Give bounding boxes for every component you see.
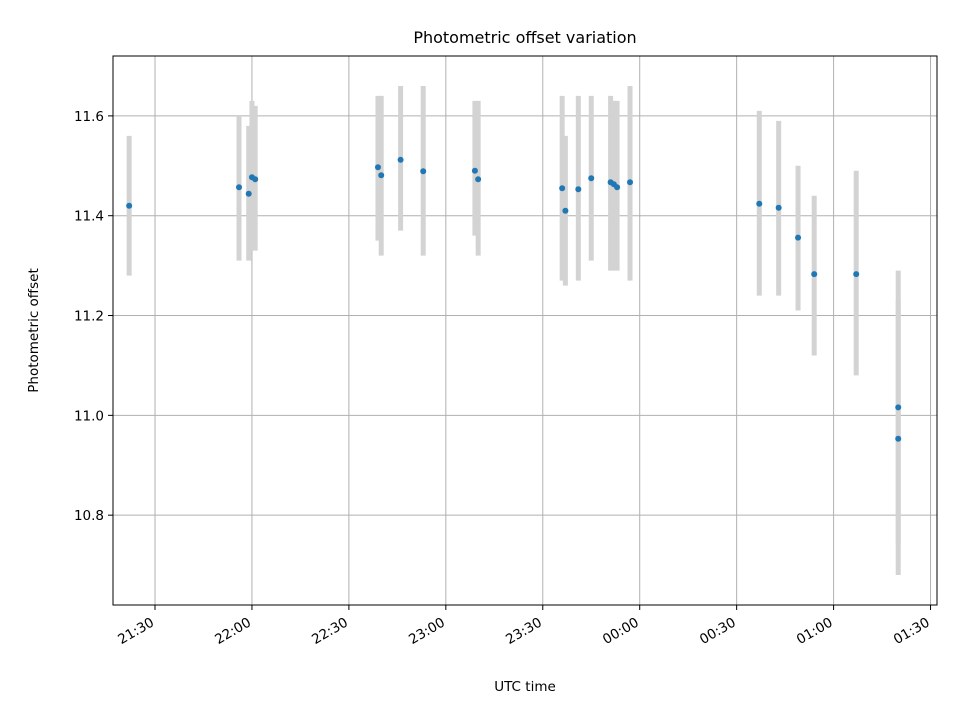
- y-tick-label: 11.6: [74, 109, 104, 125]
- data-point: [559, 185, 566, 192]
- data-point: [895, 435, 902, 442]
- data-point: [562, 207, 569, 214]
- y-tick-label: 11.0: [74, 408, 104, 424]
- grid: [113, 56, 937, 605]
- data-point: [420, 168, 427, 175]
- y-tick-label: 11.4: [74, 209, 104, 225]
- data-point: [374, 164, 381, 171]
- data-point: [775, 204, 782, 211]
- data-point: [614, 184, 621, 191]
- data-point: [895, 404, 902, 411]
- data-point: [627, 179, 634, 186]
- axes-frame: [112, 55, 938, 606]
- data-point: [252, 176, 259, 183]
- data-point: [795, 234, 802, 241]
- data-point: [475, 176, 482, 183]
- y-axis-label: Photometric offset: [26, 268, 42, 392]
- data-point: [588, 175, 595, 182]
- data-point: [245, 190, 252, 197]
- data-point: [378, 172, 385, 179]
- data-point: [811, 271, 818, 278]
- data-point: [236, 184, 243, 191]
- data-point: [853, 271, 860, 278]
- data-point: [397, 156, 404, 163]
- data-point: [575, 186, 582, 193]
- x-axis-label: UTC time: [494, 679, 556, 695]
- chart-title: Photometric offset variation: [413, 28, 636, 47]
- data-point: [126, 202, 133, 209]
- data-point: [471, 167, 478, 174]
- data-point: [756, 200, 763, 207]
- y-tick-label: 10.8: [74, 508, 104, 524]
- y-tick-label: 11.2: [74, 309, 104, 325]
- data-points: [126, 156, 902, 442]
